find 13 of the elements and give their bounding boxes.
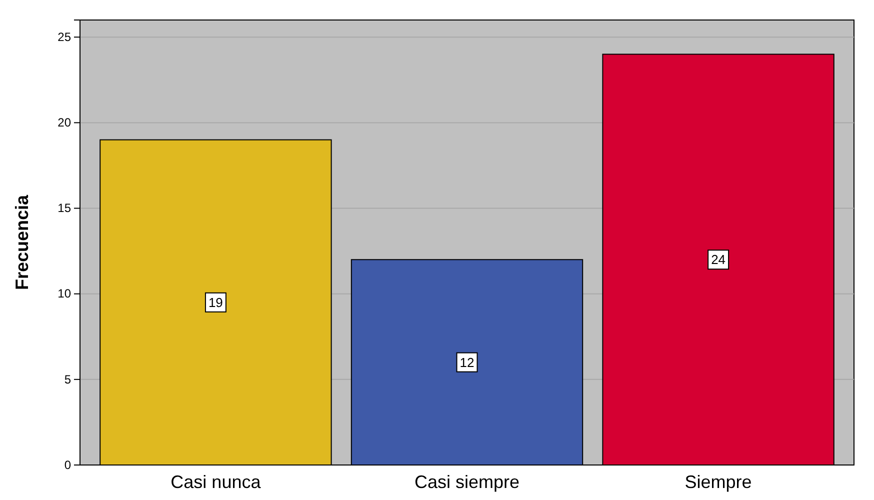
data-label: 19 [208, 294, 223, 310]
x-tick-label: Siempre [684, 472, 752, 492]
y-tick-label: 15 [58, 201, 72, 216]
x-tick-label: Casi siempre [414, 472, 520, 492]
y-tick-label: 10 [58, 286, 72, 301]
y-tick-label: 20 [58, 116, 72, 130]
y-tick-label: 0 [64, 458, 72, 472]
y-tick-label: 25 [58, 30, 72, 44]
y-tick-label: 5 [64, 372, 72, 386]
x-tick-label: Casi nunca [170, 472, 262, 492]
data-label: 12 [460, 354, 474, 370]
data-label: 24 [711, 252, 726, 268]
y-axis-title: Frecuencia [12, 194, 32, 290]
